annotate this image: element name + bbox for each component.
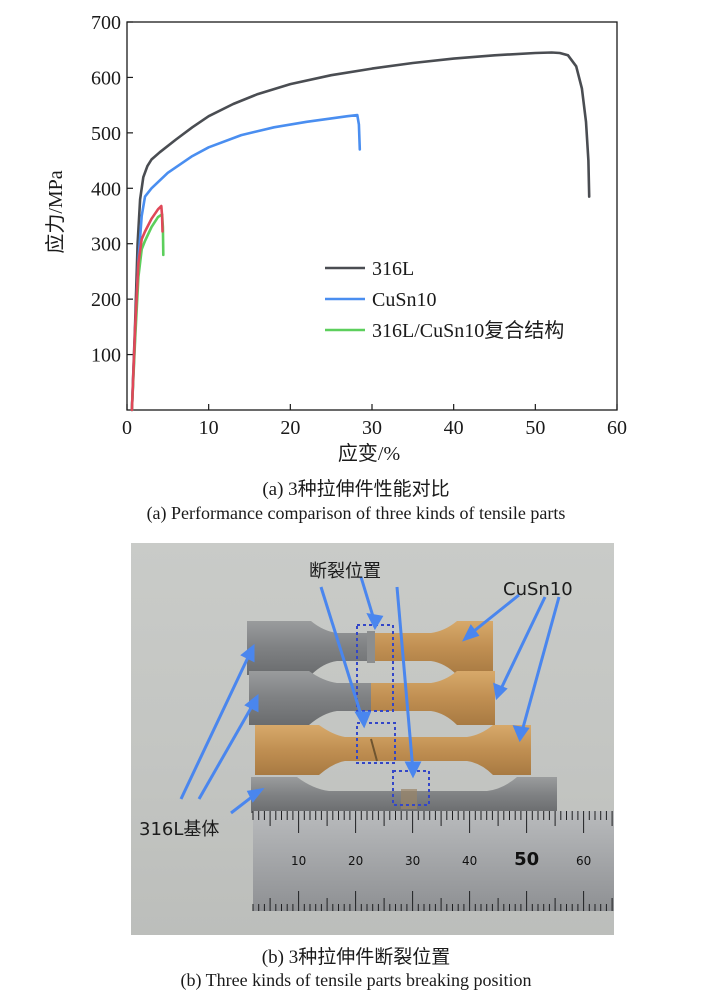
photo-illustration: 10203040506070 [139,561,614,911]
y-tick-label: 600 [91,67,121,89]
steel-ruler: 10203040506070 [252,811,614,911]
annotation-arrows [179,576,561,815]
legend-label: 316L/CuSn10复合结构 [372,319,564,342]
caption-a-cn: (a) 3种拉伸件性能对比 [262,479,450,500]
caption-b-cn: (b) 3种拉伸件断裂位置 [261,947,451,968]
ruler-number: 40 [462,854,477,868]
y-tick-label: 200 [91,289,121,311]
series-line-0 [130,51,591,412]
plot-frame [126,21,618,411]
legend-label: CuSn10 [372,289,436,311]
ruler-number: 20 [348,854,363,868]
ruler-number: 50 [514,849,539,870]
y-tick-label: 400 [91,178,121,200]
y-tick-label: 300 [91,234,121,256]
ruler-number: 30 [405,854,420,868]
x-tick-label: 60 [607,417,627,439]
chart-ticks: 0 10 20 30 40 50 60 100 200 300 400 500 600 700 [91,12,627,439]
series-line-1 [130,113,362,412]
chart-series-lines [130,51,591,412]
tensile-parts-photo: 10203040506070 [131,543,614,935]
break-position-label: 断裂位置 [309,561,381,582]
y-tick-label: 700 [91,12,121,34]
x-tick-label: 0 [122,417,132,439]
ruler-number: 60 [576,854,591,868]
specimen-1 [247,621,493,675]
y-axis-label: 应力/MPa [44,170,67,253]
y-tick-label: 100 [91,345,121,367]
x-tick-label: 30 [362,417,382,439]
legend-label: 316L [372,258,414,280]
chart-axes [126,21,618,411]
cusn10-label: CuSn10 [503,579,573,600]
specimen-4 [251,777,557,813]
series-line-3 [130,204,164,412]
specimen-3 [255,725,531,775]
specimen-2 [249,671,495,725]
chart-legend: 316L CuSn10 316L/CuSn10复合结构 [325,258,564,342]
x-tick-label: 50 [525,417,545,439]
316l-substrate-label: 316L基体 [139,819,219,840]
caption-b-en: (b) Three kinds of tensile parts breakin… [180,970,532,990]
y-tick-label: 500 [91,123,121,145]
x-tick-label: 40 [444,417,464,439]
x-tick-label: 20 [280,417,300,439]
x-axis-label: 应变/% [338,442,400,465]
ruler-number: 10 [291,854,306,868]
x-tick-label: 10 [199,417,219,439]
caption-a-en: (a) Performance comparison of three kind… [146,503,566,523]
